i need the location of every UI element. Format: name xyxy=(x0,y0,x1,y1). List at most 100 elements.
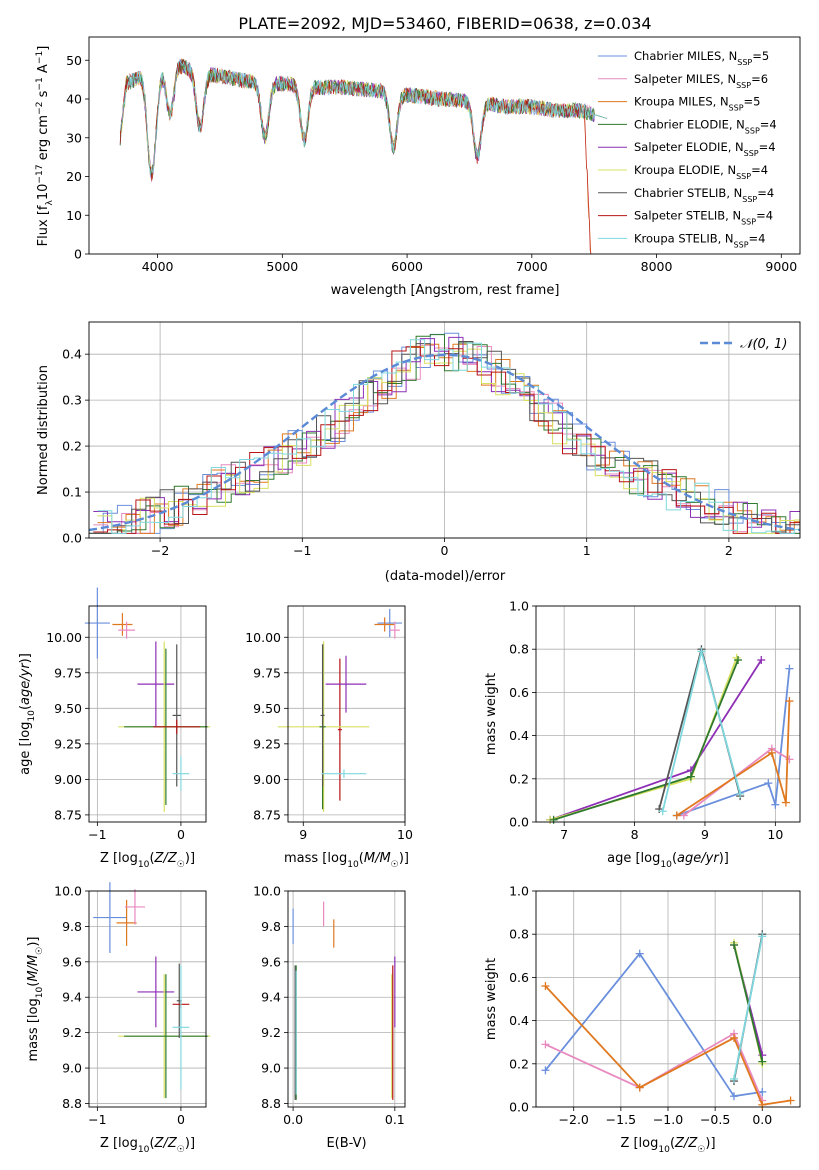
x-tick-label: 0 xyxy=(441,543,449,558)
y-tick-label: 9.50 xyxy=(54,701,82,716)
x-tick-label: 0 xyxy=(177,1112,185,1127)
residuals-panel: −2 −1 0 1 2 0.0 0.1 0.2 0.3 0.4 (data-model)/error… xyxy=(36,321,801,584)
spectrum-line xyxy=(119,62,607,181)
axes-frame xyxy=(535,890,801,1108)
legend-label: Kroupa ELODIE, NSSP=4 xyxy=(634,163,768,181)
x-tick-label: 4000 xyxy=(142,259,174,274)
y-tick-label: 40 xyxy=(66,92,82,107)
y-tick-label: 9.75 xyxy=(54,665,82,680)
y-tick-label: 20 xyxy=(66,169,82,184)
histogram-series xyxy=(97,343,800,534)
x-axis-label: mass [log10(M/M☉)] xyxy=(284,851,409,870)
x-tick-label: −1 xyxy=(88,1112,106,1127)
y-tick-label: 8.8 xyxy=(62,1096,82,1111)
histogram-series xyxy=(89,334,800,534)
x-tick-label: 10 xyxy=(397,827,413,842)
x-tick-label: −1 xyxy=(293,543,311,558)
y-axis-label: mass weight xyxy=(484,673,499,755)
mass-vs-z-panel: −1 0 8.8 9.0 9.2 9.4 9.6 9.8 10.0 Z [log10(Z/Z☉)]… xyxy=(26,882,211,1155)
weight-line xyxy=(676,700,791,817)
y-tick-label: 9.4 xyxy=(62,990,82,1005)
mass-vs-ebv-panel: 0.0 0.1 8.8 9.0 9.2 9.4 9.6 9.8 10.0 E(B-V) xyxy=(253,884,406,1151)
x-tick-label: 10 xyxy=(767,827,783,842)
y-tick-label: 9.0 xyxy=(62,1061,82,1076)
legend-label: Kroupa STELIB, NSSP=4 xyxy=(634,231,765,249)
y-tick-label: 9.25 xyxy=(54,736,82,751)
spectrum-line xyxy=(119,58,592,254)
y-tick-label: 0.0 xyxy=(62,531,82,546)
x-axis-label: E(B-V) xyxy=(326,1136,366,1151)
weight-vs-z-panel: −2.0 −1.5 −1.0 −0.5 0.0 0.0 0.2 0.4 0.6 0.8 1.0 Z [… xyxy=(484,884,801,1155)
x-tick-label: 0.0 xyxy=(283,1112,303,1127)
x-axis-label: Z [log10(Z/Z☉)] xyxy=(100,851,195,870)
age-vs-mass-panel: 9 10 8.75 9.00 9.25 9.50 9.75 10.00 mass [log10(… xyxy=(245,605,413,870)
x-tick-label: −2.0 xyxy=(559,1112,589,1127)
x-tick-label: 8000 xyxy=(641,259,673,274)
histograms xyxy=(89,332,800,534)
y-tick-label: 0.4 xyxy=(509,728,529,743)
spectrum-lines xyxy=(119,58,607,254)
x-axis-label: Z [log10(Z/Z☉)] xyxy=(620,1136,715,1155)
weight-line xyxy=(544,952,763,1098)
y-tick-label: 0.2 xyxy=(509,1056,529,1071)
y-tick-label: 9.6 xyxy=(261,954,281,969)
weight-line xyxy=(545,1032,764,1101)
y-tick-label: 10.00 xyxy=(245,630,281,645)
y-tick-label: 9.6 xyxy=(62,954,82,969)
legend-label: 𝒩(0, 1) xyxy=(740,337,787,352)
y-tick-label: 9.4 xyxy=(261,990,281,1005)
x-axis-label: age [log10(age/yr)] xyxy=(607,851,729,870)
y-tick-label: 0.0 xyxy=(509,815,529,830)
weight-line xyxy=(676,668,791,817)
x-tick-label: 1 xyxy=(583,543,591,558)
x-tick-label: 5000 xyxy=(266,259,298,274)
axes-frame xyxy=(88,605,207,823)
legend: Chabrier MILES, NSSP=5 Salpeter MILES, NS… xyxy=(598,49,777,249)
axes-frame xyxy=(287,890,406,1108)
weight-line xyxy=(549,659,763,821)
age-vs-z-panel: −1 0 8.75 9.00 9.25 9.50 9.75 10.00 Z [log10(Z/Z… xyxy=(18,587,211,870)
axes-frame xyxy=(287,605,406,823)
y-tick-label: 0.6 xyxy=(509,685,529,700)
y-axis-label: age [log10(age/yr)] xyxy=(18,653,37,775)
x-tick-label: 0.1 xyxy=(385,1112,405,1127)
x-tick-label: −1 xyxy=(88,827,106,842)
y-tick-label: 8.75 xyxy=(54,807,82,822)
legend-label: Chabrier MILES, NSSP=5 xyxy=(634,49,769,67)
histogram-series xyxy=(89,341,800,534)
y-tick-label: 9.8 xyxy=(261,919,281,934)
y-tick-label: 9.2 xyxy=(261,1025,281,1040)
x-tick-label: 7000 xyxy=(516,259,548,274)
legend-label: Salpeter ELODIE, NSSP=4 xyxy=(634,140,776,158)
y-axis-label: mass [log10(M/M☉)] xyxy=(26,937,45,1062)
y-tick-label: 9.00 xyxy=(54,772,82,787)
y-tick-label: 50 xyxy=(66,53,82,68)
x-tick-label: 0 xyxy=(177,827,185,842)
x-tick-label: 2 xyxy=(725,543,733,558)
histogram-series xyxy=(93,346,800,534)
spectrum-line xyxy=(119,60,607,175)
legend-label: Chabrier STELIB, NSSP=4 xyxy=(634,186,774,204)
x-tick-label: −1.0 xyxy=(653,1112,683,1127)
axes-frame xyxy=(88,36,801,255)
y-tick-label: 9.0 xyxy=(261,1061,281,1076)
y-axis-label: Normed distribution xyxy=(36,365,51,495)
histogram-series xyxy=(93,336,800,534)
histogram-series xyxy=(97,339,800,534)
legend-label: Salpeter STELIB, NSSP=4 xyxy=(634,209,773,227)
y-tick-label: 8.8 xyxy=(261,1096,281,1111)
y-tick-label: 9.2 xyxy=(62,1025,82,1040)
y-tick-label: 10 xyxy=(66,208,82,223)
legend-label: Chabrier ELODIE, NSSP=4 xyxy=(634,117,777,135)
y-tick-label: 10.0 xyxy=(54,884,82,899)
y-tick-label: 1.0 xyxy=(509,884,529,899)
y-tick-label: 0.8 xyxy=(509,642,529,657)
y-tick-label: 9.8 xyxy=(62,919,82,934)
y-tick-label: 0.3 xyxy=(62,393,82,408)
weight-line xyxy=(661,651,742,812)
x-tick-label: 6000 xyxy=(391,259,423,274)
spectrum-panel: 4000 5000 6000 7000 8000 9000 0 10 20 30 40 50 wavel… xyxy=(35,36,801,298)
axes-frame xyxy=(535,605,801,823)
normal-curve xyxy=(89,353,800,532)
